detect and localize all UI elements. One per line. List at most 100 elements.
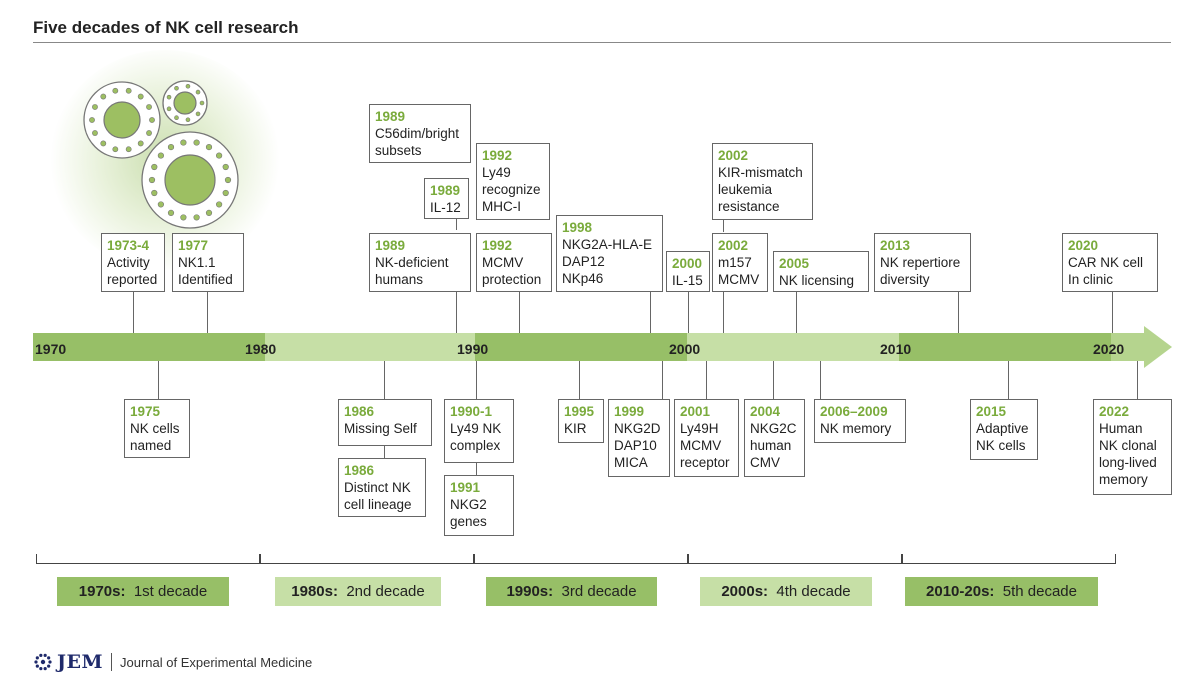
connector-line: [476, 463, 477, 475]
event-box: 2004 NKG2C human CMV: [744, 399, 805, 477]
event-text: C56dim/bright subsets: [375, 126, 460, 158]
granule-dot: [216, 201, 223, 208]
event-year: 1995: [564, 404, 595, 419]
event-box: 2006–2009 NK memory: [814, 399, 906, 443]
connector-line: [133, 292, 134, 333]
connector-line: [1137, 361, 1138, 399]
event-box: 1999 NKG2D DAP10 MICA: [608, 399, 670, 477]
axis-year-1990: 1990: [457, 341, 489, 357]
decade-label: 2010-20s: 5th decade: [905, 577, 1098, 606]
granule-dot: [174, 115, 179, 121]
event-text: NK cells named: [130, 421, 180, 453]
event-text: CAR NK cell In clinic: [1068, 255, 1144, 287]
event-box: 2000 IL-15: [666, 251, 710, 292]
nk-cell-icon: [141, 131, 239, 229]
event-box: 1975 NK cells named: [124, 399, 190, 458]
decade-label-years: 2000s:: [721, 583, 769, 600]
event-year: 1998: [562, 220, 593, 235]
title-divider: [33, 42, 1171, 43]
event-year: 1986: [344, 463, 375, 478]
timeline-segment-2020s: [1111, 333, 1145, 361]
granule-dot: [100, 140, 107, 147]
granule-dot: [199, 100, 205, 106]
event-box: 2013 NK repertiore diversity: [874, 233, 971, 292]
timeline-arrow-head: [1144, 326, 1172, 368]
granule-dot: [185, 83, 191, 89]
granule-dot: [222, 163, 229, 171]
event-text: NK repertiore diversity: [880, 255, 961, 287]
event-text: KIR-mismatch leukemia resistance: [718, 165, 803, 214]
event-year: 1973-4: [107, 238, 150, 253]
event-year: 1989: [430, 183, 461, 198]
event-box: 2002 KIR-mismatch leukemia resistance: [712, 143, 813, 220]
event-year: 2002: [718, 238, 749, 253]
event-year: 1986: [344, 404, 375, 419]
decade-bracket: [474, 554, 688, 564]
event-year: 2015: [976, 404, 1007, 419]
granule-dot: [125, 146, 132, 153]
event-box: 1973-4 Activity reported: [101, 233, 165, 292]
granule-dot: [167, 209, 175, 217]
axis-year-1980: 1980: [245, 341, 277, 357]
event-text: NKG2D DAP10 MICA: [614, 421, 661, 470]
granule-dot: [112, 87, 119, 94]
event-box: 1992 MCMV protection: [476, 233, 552, 292]
granule-dot: [137, 93, 144, 100]
timeline-segment-1980s: [265, 333, 475, 361]
granule-dot: [151, 189, 158, 197]
event-text: NK licensing: [779, 273, 855, 288]
decade-label-name: 5th decade: [1002, 583, 1077, 600]
connector-line: [519, 292, 520, 333]
event-text: Ly49 NK complex: [450, 421, 502, 453]
event-box: 2005 NK licensing: [773, 251, 869, 292]
decade-label-name: 1st decade: [133, 583, 208, 600]
granule-dot: [151, 163, 158, 171]
event-text: MCMV protection: [482, 255, 542, 287]
granule-dot: [180, 214, 187, 221]
event-year: 1992: [482, 148, 513, 163]
granule-dot: [205, 143, 213, 151]
event-year: 2006–2009: [820, 404, 888, 419]
decade-label-name: 4th decade: [776, 583, 851, 600]
granule-dot: [92, 104, 98, 110]
connector-line: [384, 446, 385, 458]
decade-label: 1990s: 3rd decade: [486, 577, 657, 606]
nk-cells-illustration: [83, 80, 239, 229]
event-text: KIR: [564, 421, 587, 436]
event-box: 1995 KIR: [558, 399, 604, 443]
event-text: IL-15: [672, 273, 703, 288]
event-box: 2022 Human NK clonal long-lived memory: [1093, 399, 1172, 495]
granule-dot: [157, 201, 164, 208]
journal-name: Journal of Experimental Medicine: [120, 654, 313, 670]
event-year: 2001: [680, 404, 711, 419]
event-box: 1989 NK-deficient humans: [369, 233, 471, 292]
event-box: 1991 NKG2 genes: [444, 475, 514, 536]
granule-dot: [89, 117, 95, 123]
axis-year-1970: 1970: [35, 341, 67, 357]
decade-label-name: 3rd decade: [561, 583, 637, 600]
event-year: 2004: [750, 404, 781, 419]
event-text: Ly49H MCMV receptor: [680, 421, 730, 470]
connector-line: [796, 292, 797, 333]
event-year: 2002: [718, 148, 749, 163]
event-text: Ly49 recognize MHC-I: [482, 165, 541, 214]
connector-line: [579, 361, 580, 399]
decade-label-years: 1970s:: [78, 583, 126, 600]
timeline-segment-2000s: [687, 333, 899, 361]
decade-bracket: [260, 554, 474, 564]
event-text: NK memory: [820, 421, 892, 436]
event-text: NK-deficient humans: [375, 255, 449, 287]
decade-label: 1980s: 2nd decade: [275, 577, 441, 606]
granule-dot: [222, 189, 229, 197]
granule-dot: [174, 85, 179, 91]
event-year: 2022: [1099, 404, 1130, 419]
connector-line: [820, 361, 821, 399]
granule-dot: [166, 94, 172, 100]
connector-line: [456, 292, 457, 333]
event-text: NKG2A-HLA-E DAP12 NKp46: [562, 237, 653, 286]
event-box: 1989 C56dim/bright subsets: [369, 104, 471, 163]
connector-line: [1008, 361, 1009, 399]
connector-line: [723, 292, 724, 333]
event-box: 1986 Distinct NK cell lineage: [338, 458, 426, 517]
connector-line: [650, 292, 651, 333]
